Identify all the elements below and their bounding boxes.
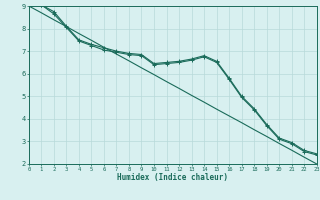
X-axis label: Humidex (Indice chaleur): Humidex (Indice chaleur) <box>117 173 228 182</box>
